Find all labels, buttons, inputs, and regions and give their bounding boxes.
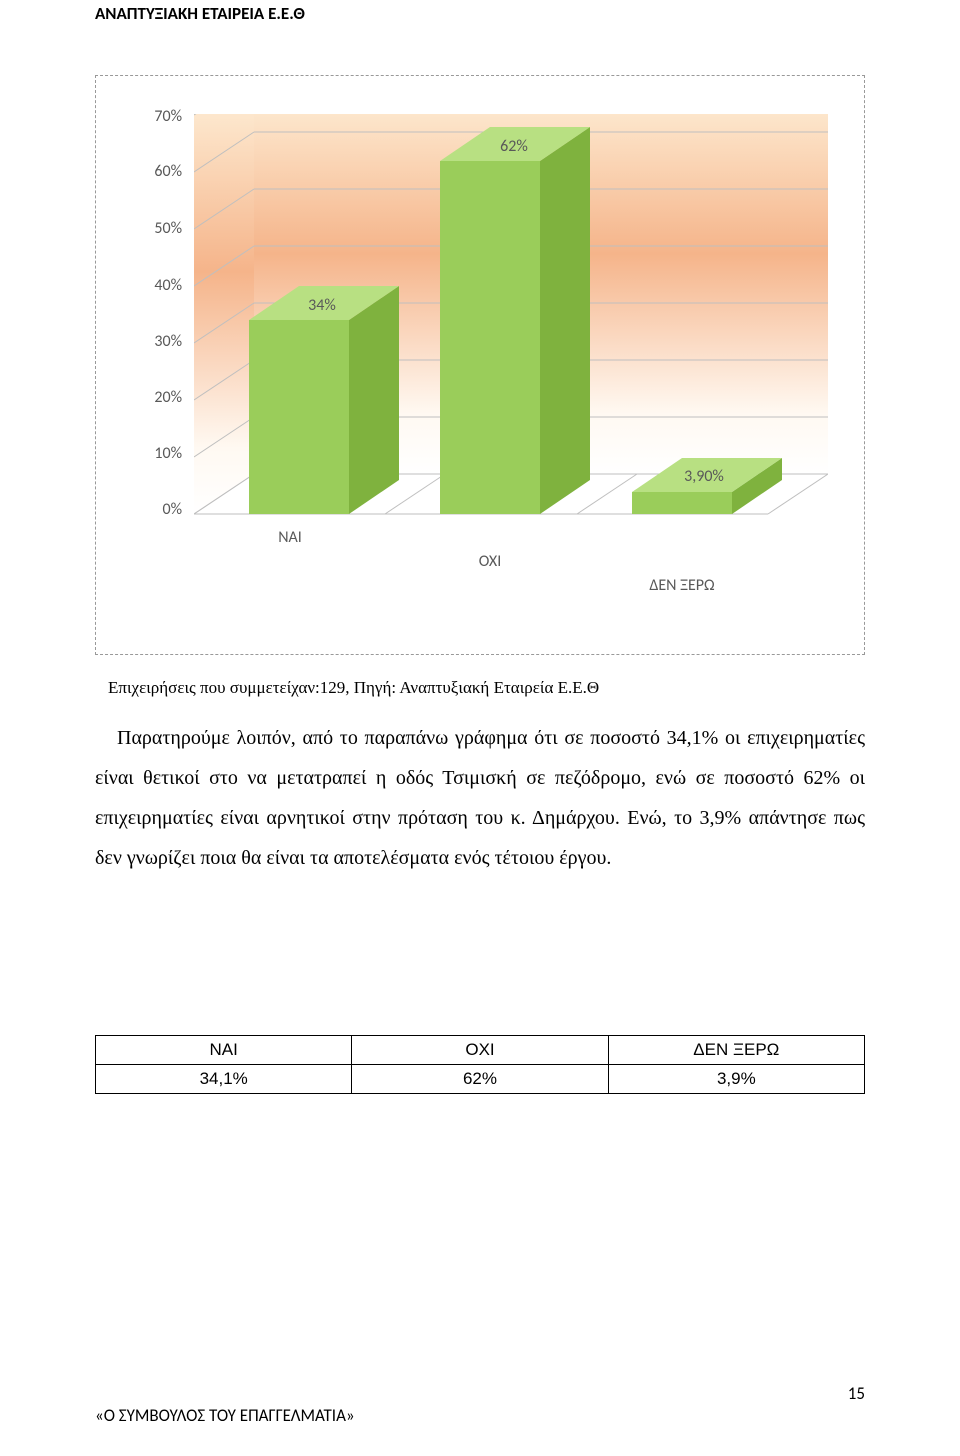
x-tick: ΌΧΙ (479, 552, 501, 571)
table-header-cell: ΟΧΙ (352, 1036, 608, 1065)
y-tick: 30% (134, 332, 182, 351)
bar-value-label: 3,90% (684, 467, 724, 486)
table-row: ΝΑΙ ΟΧΙ ΔΕΝ ΞΕΡΩ (96, 1036, 865, 1065)
chart-inner: 70% 60% 50% 40% 30% 20% 10% 0% (134, 114, 828, 618)
table-header-cell: ΔΕΝ ΞΕΡΩ (608, 1036, 864, 1065)
x-tick: ΔΕΝ ΞΕΡΩ (649, 576, 715, 595)
table-cell: 34,1% (96, 1065, 352, 1094)
table-cell: 62% (352, 1065, 608, 1094)
bar-nai (249, 286, 399, 514)
chart-svg: 34% 62% 3,90% ΝΑΙ ΌΧΙ ΔΕΝ ΞΕΡΩ (194, 114, 828, 624)
page-number: 15 (848, 1383, 865, 1404)
results-table: ΝΑΙ ΟΧΙ ΔΕΝ ΞΕΡΩ 34,1% 62% 3,9% (95, 1035, 865, 1094)
y-tick: 40% (134, 276, 182, 295)
y-tick: 0% (134, 500, 182, 519)
chart-caption: Επιχειρήσεις που συμμετείχαν:129, Πηγή: … (108, 678, 599, 698)
paragraph-text: Παρατηρούμε λοιπόν, από το παραπάνω γράφ… (95, 718, 865, 878)
y-tick: 10% (134, 444, 182, 463)
x-tick: ΝΑΙ (278, 528, 302, 547)
bar-oxi (440, 127, 590, 514)
y-tick: 20% (134, 388, 182, 407)
y-axis-labels: 70% 60% 50% 40% 30% 20% 10% 0% (134, 114, 194, 584)
y-tick: 60% (134, 162, 182, 181)
page-header: ΑΝΑΠΤΥΞΙΑΚΗ ΕΤΑΙΡΕΙΑ Ε.Ε.Θ (95, 3, 305, 24)
bar-chart-panel: 70% 60% 50% 40% 30% 20% 10% 0% (95, 75, 865, 655)
table-header-cell: ΝΑΙ (96, 1036, 352, 1065)
body-paragraph: Παρατηρούμε λοιπόν, από το παραπάνω γράφ… (95, 718, 865, 878)
table-row: 34,1% 62% 3,9% (96, 1065, 865, 1094)
plot-area: 34% 62% 3,90% ΝΑΙ ΌΧΙ ΔΕΝ ΞΕΡΩ (194, 114, 828, 584)
table-cell: 3,9% (608, 1065, 864, 1094)
page-footer: «Ο ΣΥΜΒΟΥΛΟΣ ΤΟΥ ΕΠΑΓΓΕΛΜΑΤΙΑ» (95, 1405, 355, 1426)
y-tick: 50% (134, 219, 182, 238)
bar-value-label: 62% (500, 137, 528, 156)
y-tick: 70% (134, 107, 182, 126)
bar-value-label: 34% (308, 296, 336, 315)
